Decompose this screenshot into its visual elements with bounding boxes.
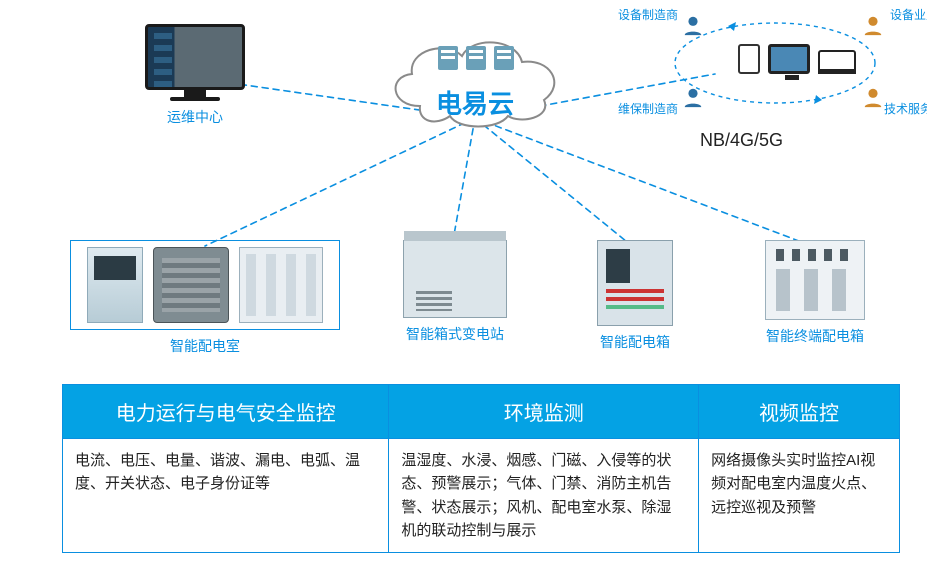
- monitor-icon: [145, 24, 245, 90]
- cloud-label: 电易云: [380, 84, 570, 121]
- person-icon: [682, 86, 704, 108]
- table-header: 电力运行与电气安全监控: [63, 385, 389, 439]
- stakeholder-label: 技术服务企业: [884, 100, 927, 117]
- equipment-label: 智能配电箱: [575, 332, 695, 352]
- stakeholder-label: 设备业主: [890, 6, 927, 23]
- table-header: 环境监测: [389, 385, 699, 439]
- stakeholder-label: 设备制造商: [618, 6, 678, 23]
- person-icon: [862, 86, 884, 108]
- equipment-label: 智能终端配电箱: [740, 326, 890, 346]
- person-icon: [862, 14, 884, 36]
- cabinet-icon: [239, 247, 323, 323]
- distribution-box-icon: [597, 240, 673, 326]
- features-table: 电力运行与电气安全监控 环境监测 视频监控 电流、电压、电量、谐波、漏电、电弧、…: [62, 384, 900, 553]
- ops-center-label: 运维中心: [140, 107, 250, 127]
- equipment-label: 智能箱式变电站: [390, 324, 520, 344]
- ops-center-node: 运维中心: [140, 24, 250, 127]
- table-row: 电流、电压、电量、谐波、漏电、电弧、温度、开关状态、电子身份证等 温湿度、水浸、…: [63, 439, 900, 553]
- transformer-icon: [153, 247, 229, 323]
- cloud-node: 电易云: [380, 28, 570, 128]
- stakeholder-label: 维保制造商: [618, 100, 678, 117]
- substation-icon: [403, 240, 507, 318]
- table-cell: 电流、电压、电量、谐波、漏电、电弧、温度、开关状态、电子身份证等: [63, 439, 389, 553]
- display-icon: [768, 44, 810, 74]
- diagram-stage: 电易云 运维中心 设备制造商 设备业主: [0, 0, 927, 563]
- equipment-node-terminal: 智能终端配电箱: [740, 240, 890, 346]
- stakeholder-devices-icon: [738, 44, 856, 74]
- switchgear-icon: [87, 247, 143, 323]
- cloud-servers-icon: [438, 46, 514, 70]
- equipment-node-substation: 智能箱式变电站: [390, 240, 520, 344]
- equipment-node-room: 智能配电室: [70, 240, 340, 356]
- laptop-icon: [818, 50, 856, 74]
- stakeholder-ring: 设备制造商 设备业主 维保制造商 技术服务企业: [640, 8, 910, 118]
- tablet-icon: [738, 44, 760, 74]
- person-icon: [682, 14, 704, 36]
- equipment-label: 智能配电室: [70, 336, 340, 356]
- network-label: NB/4G/5G: [700, 130, 783, 151]
- table-header: 视频监控: [699, 385, 900, 439]
- equipment-node-panel: 智能配电箱: [575, 240, 695, 352]
- table-cell: 温湿度、水浸、烟感、门磁、入侵等的状态、预警展示；气体、门禁、消防主机告警、状态…: [389, 439, 699, 553]
- table-cell: 网络摄像头实时监控AI视频对配电室内温度火点、远控巡视及预警: [699, 439, 900, 553]
- terminal-box-icon: [765, 240, 865, 320]
